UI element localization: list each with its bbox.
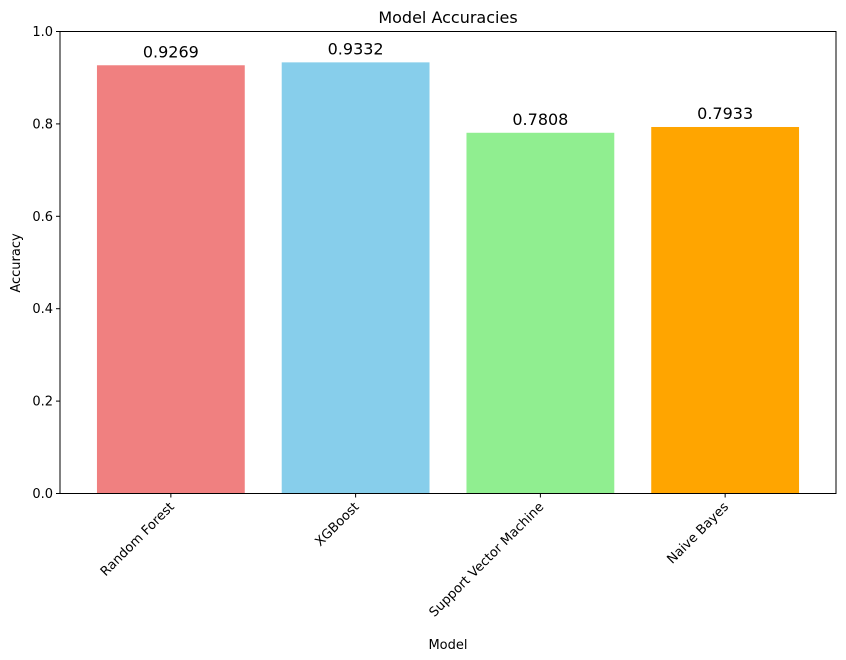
bar-2 [466, 132, 615, 494]
y-tick-label: 0.0 [32, 487, 53, 502]
bar-1 [281, 62, 430, 494]
y-axis-label: Accuracy [9, 233, 24, 293]
bar-value-label: 0.7933 [697, 104, 753, 123]
plot-frame [59, 31, 837, 494]
x-tick-label: Random Forest [98, 500, 178, 580]
chart-title: Model Accuracies [378, 8, 517, 27]
y-tick-label: 0.8 [32, 117, 53, 132]
y-tick-label: 0.2 [32, 395, 53, 410]
x-axis-label: Model [428, 638, 467, 653]
x-tick-label: XGBoost [312, 500, 362, 550]
bar-value-label: 0.9269 [143, 42, 199, 61]
x-tick-label: Naive Bayes [664, 500, 732, 568]
y-tick-label: 0.4 [32, 302, 53, 317]
bar-3 [651, 126, 800, 494]
bars-layer: 0.9269 0.9332 0.7808 0.7933 [96, 39, 800, 494]
y-tick-label: 1.0 [32, 25, 53, 40]
x-tick-label: Support Vector Machine [427, 500, 548, 621]
bar-value-label: 0.9332 [328, 39, 384, 58]
y-tick-label: 0.6 [32, 210, 53, 225]
bar-value-label: 0.7808 [512, 110, 568, 129]
bar-0 [96, 65, 245, 494]
